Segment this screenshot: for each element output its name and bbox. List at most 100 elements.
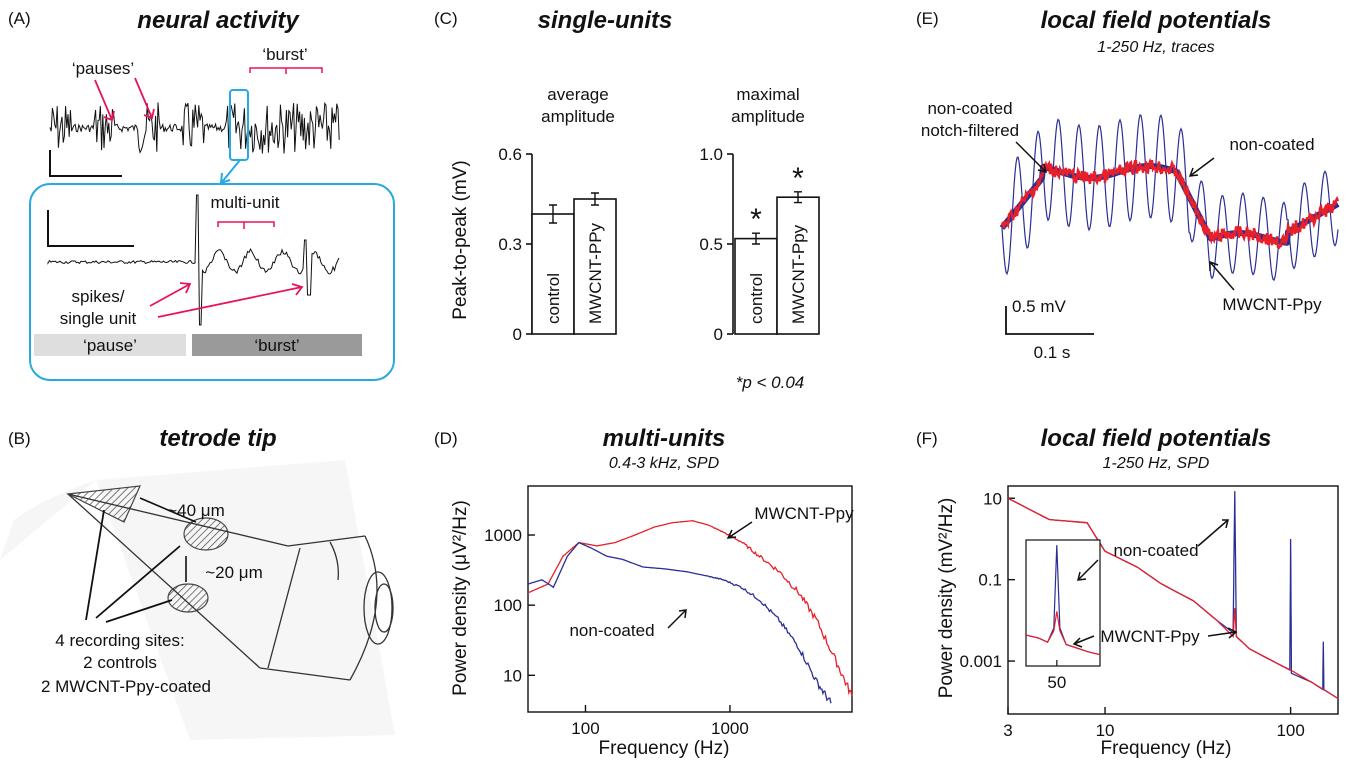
burst-box [192,334,362,356]
panel-e-subtitle: 1-250 Hz, traces [1097,39,1214,56]
panel-e: (E) local field potentials 1-250 Hz, tra… [916,7,1340,362]
y-tick-label: 0.6 [498,145,522,164]
spike-arrow-icon [149,282,192,307]
burst-bracket [249,67,323,74]
dimension-arrow-40 [139,497,197,523]
e-coated-label: MWCNT-Ppy [1222,295,1322,314]
bar-category-label: control [747,273,766,324]
panel-d-ylabel: Power density (μV²/Hz) [450,500,471,696]
panel-d-subtitle: 0.4-3 kHz, SPD [609,455,720,472]
noncoated-trace [1001,113,1339,282]
bar [776,196,820,335]
panel-f-ylabel: Power density (mV²/Hz) [936,498,957,699]
recording-site [183,517,229,551]
p-value-note: *p < 0.04 [736,373,805,392]
bar [531,213,575,335]
y-tick-label: 100 [494,596,522,615]
y-tick-label: 1.0 [699,145,723,164]
y-tick-label: 1000 [484,526,522,545]
y-tick-label: 0 [714,325,723,344]
recording-site [167,583,209,613]
zoom-arrow-icon [219,159,241,185]
panel-b-letter: (B) [8,429,31,448]
bar-category-label: MWCNT-Ppy [789,224,808,324]
f-noncoated-arrow-icon [1197,519,1229,547]
site-pointer-arrows [85,509,181,623]
series-line-non-coated [527,541,832,704]
panel-b: (B) tetrode tip ~40 μm ~20 μm 4 recordin… [0,425,395,740]
error-bar [591,192,599,206]
zoom-scale-bar [47,210,134,247]
panel-d-xlabel: Frequency (Hz) [599,738,730,759]
multi-unit-bracket [217,221,275,229]
panel-c-letter: (C) [434,9,458,28]
recording-site-tip [65,485,141,523]
y-tick-label: 0 [513,325,522,344]
right-chart-title-1: maximal [736,85,799,104]
d-coated-arrow-icon [726,521,753,539]
distance-40-label: ~40 μm [167,501,225,520]
right-chart-title-2: amplitude [731,107,805,126]
left-chart-title-1: average [547,85,608,104]
pause-arrow-icon [134,77,155,120]
bar [573,198,617,335]
panel-f-title: local field potentials [1041,425,1272,452]
y-tick-label: 0.3 [498,235,522,254]
scale-bar [49,150,122,177]
inset-x-tick-label: 50 [1047,673,1066,692]
e-noncoated-label: non-coated [1229,135,1314,154]
x-tick-label: 100 [1276,721,1304,740]
panel-f-letter: (F) [916,429,938,448]
y-tick-label: 0.001 [959,652,1002,671]
x-tick-label: 1000 [711,719,749,738]
y-tick-label: 0.5 [699,235,723,254]
pause-box [34,334,186,356]
coated-label: 2 MWCNT-Ppy-coated [41,677,211,696]
maximal-amplitude-chart: 0 0.5 1.0 control * MWCNT-Ppy * [699,145,820,344]
panel-f-subtitle: 1-250 Hz, SPD [1103,455,1210,472]
f-coated-label: MWCNT-Ppy [1100,627,1200,646]
error-bar [794,191,802,204]
tetrode-end [363,571,393,645]
e-scale-bar [1005,306,1094,335]
error-bar [549,204,557,224]
coated-trace [1000,157,1340,250]
panel-f-xlabel: Frequency (Hz) [1101,738,1232,759]
panel-d: (D) multi-units 0.4-3 kHz, SPD 100 100010… [434,425,854,759]
panel-a-letter: (A) [8,9,31,28]
y-tick-label: 10 [503,666,522,685]
significance-star: * [792,162,804,195]
d-noncoated-arrow-icon [667,609,687,629]
left-chart-title-2: amplitude [541,107,615,126]
series-line-mwcnt-ppy [527,520,853,697]
zoom-trace [47,194,340,326]
bar-category-label: control [544,273,563,324]
pause-box-label: ‘pause’ [83,336,137,355]
x-tick-label: 10 [1096,721,1115,740]
controls-label: 2 controls [83,653,157,672]
f-noncoated-label: non-coated [1113,541,1198,560]
d-noncoated-label: non-coated [569,621,654,640]
e-notch-label-2: notch-filtered [921,121,1019,140]
pauses-label: ‘pauses’ [72,59,134,78]
panel-f: (F) local field potentials 1-250 Hz, SPD… [916,425,1339,759]
panel-c-title: single-units [538,7,673,34]
panel-a: (A) neural activity ‘pauses’ ‘burst’ mul… [8,7,395,381]
y-tick-label: 0.1 [978,571,1002,590]
distance-20-label: ~20 μm [205,563,263,582]
panel-c-ylabel: Peak-to-peak (mV) [450,160,471,319]
sites-label: 4 recording sites: [55,631,184,650]
lfp-inset-chart: 50 [1025,539,1101,692]
d-coated-label: MWCNT-Ppy [754,504,854,523]
e-notch-label-1: non-coated [927,99,1012,118]
inset-frame [1025,539,1101,667]
zoom-box [29,183,395,381]
plot-frame [527,485,853,713]
e-noncoated-arrow-icon [1188,157,1215,177]
tetrode-outline [67,493,378,681]
multi-unit-label: multi-unit [211,193,280,212]
panel-d-title: multi-units [603,425,726,452]
lfp-spd-chart: 3 10 100 0.001 0.1 10 [959,485,1339,740]
tetrode-bore [374,583,394,633]
